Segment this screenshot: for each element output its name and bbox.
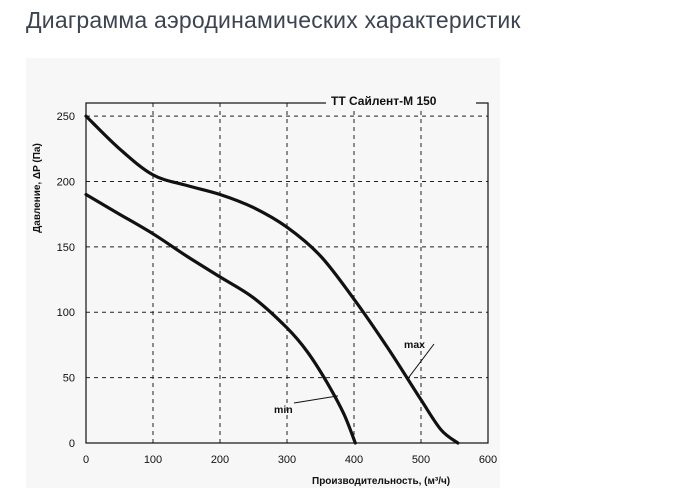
y-tick-label: 250 <box>57 111 75 123</box>
x-tick-label: 600 <box>479 454 497 466</box>
x-tick-label: 300 <box>278 454 296 466</box>
y-tick-label: 200 <box>57 176 75 188</box>
series-line-min <box>84 192 357 445</box>
series-label-max: max <box>404 339 425 351</box>
y-tick-label: 50 <box>63 373 75 385</box>
y-axis-label: Давление, ΔP (Па) <box>32 143 43 233</box>
grid-layer <box>86 103 488 443</box>
chart-panel: max min 0 100 200 300 400 500 600 0 50 100 150 200 25… <box>26 58 500 488</box>
x-tick-label: 400 <box>345 454 363 466</box>
chart-title: ТТ Сайлент-М 150 <box>331 94 437 108</box>
x-tick-label: 100 <box>144 454 162 466</box>
y-tick-label: 100 <box>57 307 75 319</box>
y-tick-label: 150 <box>57 242 75 254</box>
series-leader-min <box>293 395 338 404</box>
x-axis-label: Производительность, (м³/ч) <box>312 476 450 487</box>
pressure-flow-chart: max min 0 100 200 300 400 500 600 0 50 100 150 200 25… <box>32 92 498 487</box>
page-title: Диаграмма аэродинамических характеристик <box>26 7 521 33</box>
curve-layer: max min <box>84 114 460 445</box>
series-label-min: min <box>274 404 293 416</box>
y-tick-label: 0 <box>69 438 75 450</box>
x-tick-label: 0 <box>83 454 89 466</box>
x-tick-label: 200 <box>211 454 229 466</box>
series-line-max <box>84 114 460 445</box>
plot-frame <box>85 102 489 444</box>
x-tick-label: 500 <box>412 454 430 466</box>
tick-layer: 0 100 200 300 400 500 600 0 50 100 150 200 250 <box>57 111 498 466</box>
series-leader-max <box>407 343 435 380</box>
model-label-background <box>326 92 476 110</box>
